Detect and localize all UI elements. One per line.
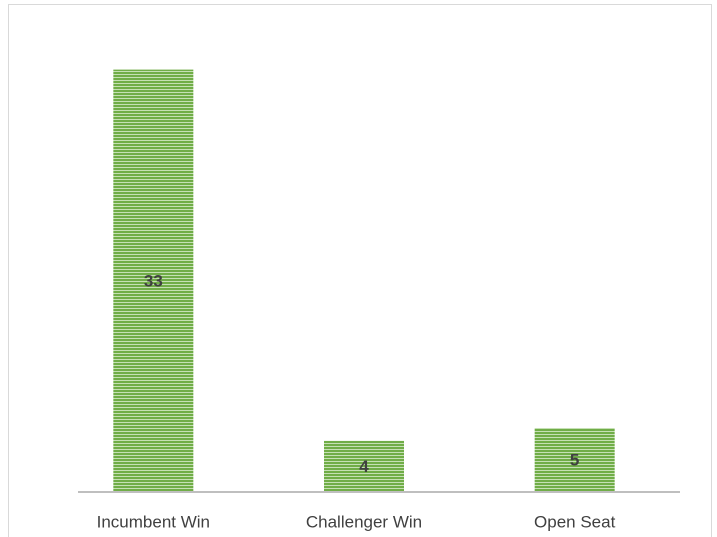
x-tick-label: Challenger Win [306, 512, 422, 531]
x-tick-label: Incumbent Win [97, 512, 210, 531]
x-tick-label: Open Seat [534, 512, 616, 531]
bar [113, 69, 194, 492]
data-label: 33 [144, 271, 163, 290]
bar [534, 428, 615, 492]
bar [324, 440, 404, 492]
data-label: 5 [570, 450, 579, 469]
data-label: 4 [359, 457, 369, 476]
